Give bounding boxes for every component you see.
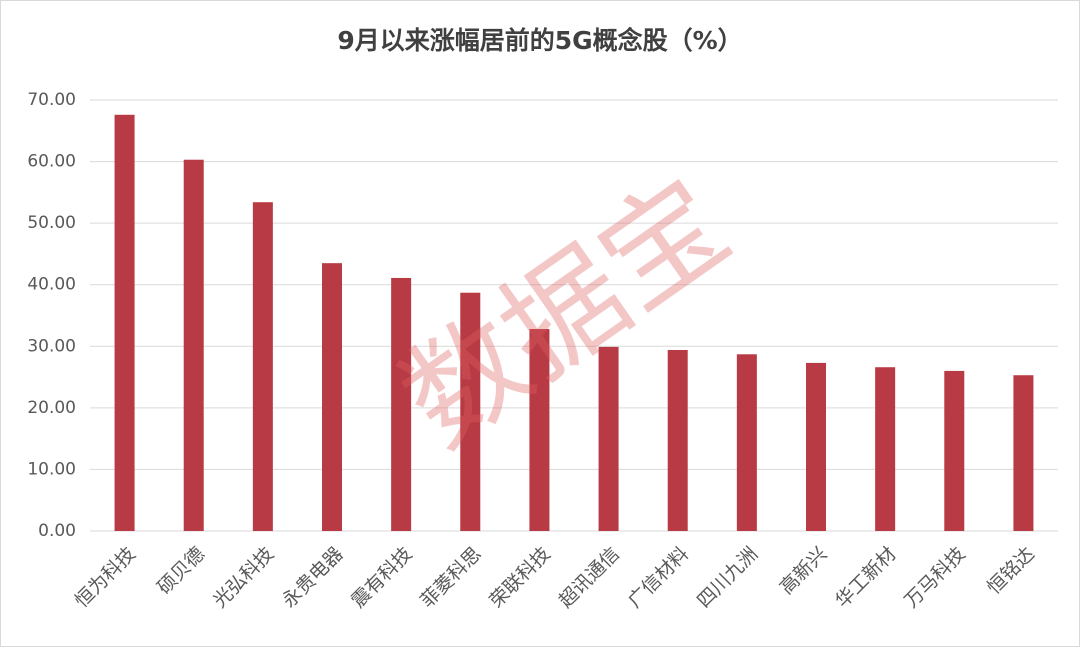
bar bbox=[806, 362, 826, 531]
y-tick-label: 40.00 bbox=[27, 275, 76, 295]
chart-title: 9月以来涨幅居前的5G概念股（%） bbox=[337, 26, 742, 55]
bar bbox=[391, 277, 412, 531]
y-tick-label: 30.00 bbox=[27, 336, 76, 356]
bar bbox=[183, 159, 204, 531]
y-tick-label: 60.00 bbox=[27, 152, 76, 172]
bar bbox=[736, 354, 757, 531]
bar bbox=[114, 114, 135, 531]
y-tick-label: 70.00 bbox=[27, 90, 76, 110]
bar bbox=[252, 202, 273, 532]
y-tick-label: 0.00 bbox=[38, 521, 76, 541]
bar bbox=[460, 292, 481, 531]
bar bbox=[944, 370, 965, 531]
y-tick-label: 50.00 bbox=[27, 213, 76, 233]
bar bbox=[529, 329, 550, 531]
bar bbox=[322, 263, 342, 531]
y-tick-label: 10.00 bbox=[27, 459, 76, 479]
bar bbox=[1013, 375, 1034, 531]
bar bbox=[875, 367, 896, 531]
bar bbox=[667, 349, 688, 531]
bar bbox=[598, 346, 619, 531]
y-tick-label: 20.00 bbox=[27, 398, 76, 418]
